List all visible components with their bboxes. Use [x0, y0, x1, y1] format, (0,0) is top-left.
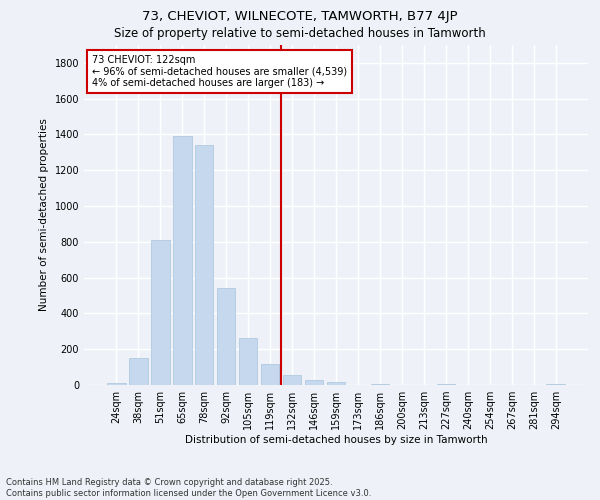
X-axis label: Distribution of semi-detached houses by size in Tamworth: Distribution of semi-detached houses by …	[185, 435, 487, 445]
Bar	[261, 364, 280, 385]
Bar	[305, 380, 323, 385]
Bar	[547, 384, 565, 385]
Bar	[107, 383, 125, 385]
Y-axis label: Number of semi-detached properties: Number of semi-detached properties	[39, 118, 49, 312]
Text: 73 CHEVIOT: 122sqm
← 96% of semi-detached houses are smaller (4,539)
4% of semi-: 73 CHEVIOT: 122sqm ← 96% of semi-detache…	[92, 55, 347, 88]
Bar	[217, 288, 235, 385]
Bar	[371, 384, 389, 385]
Bar	[173, 136, 191, 385]
Bar	[326, 382, 346, 385]
Text: Contains HM Land Registry data © Crown copyright and database right 2025.
Contai: Contains HM Land Registry data © Crown c…	[6, 478, 371, 498]
Text: Size of property relative to semi-detached houses in Tamworth: Size of property relative to semi-detach…	[114, 28, 486, 40]
Bar	[283, 375, 301, 385]
Bar	[129, 358, 148, 385]
Text: 73, CHEVIOT, WILNECOTE, TAMWORTH, B77 4JP: 73, CHEVIOT, WILNECOTE, TAMWORTH, B77 4J…	[142, 10, 458, 23]
Bar	[151, 240, 170, 385]
Bar	[195, 145, 214, 385]
Bar	[437, 384, 455, 385]
Bar	[239, 338, 257, 385]
